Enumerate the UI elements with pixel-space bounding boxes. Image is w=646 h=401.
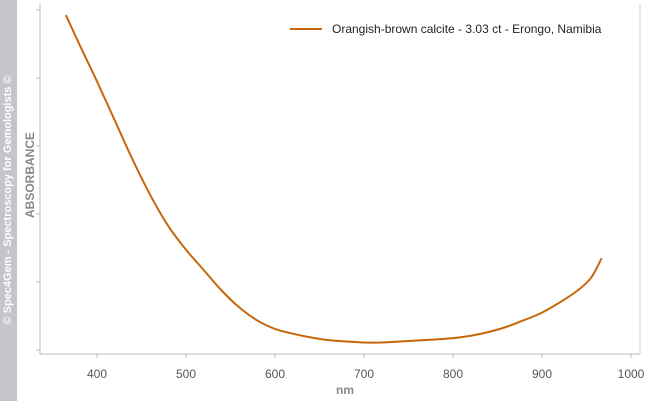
x-tick-label: 800 bbox=[443, 367, 463, 381]
y-axis-title: ABSORBANCE bbox=[23, 132, 37, 218]
legend-label: Orangish-brown calcite - 3.03 ct - Erong… bbox=[332, 22, 602, 36]
x-tick-label: 500 bbox=[176, 367, 196, 381]
y-ticks bbox=[36, 9, 40, 351]
x-ticks: 400 500 600 700 800 900 1000 bbox=[87, 354, 645, 381]
series-layer bbox=[64, 14, 603, 344]
series-line bbox=[64, 14, 603, 344]
x-tick-label: 1000 bbox=[618, 367, 645, 381]
chart-axes bbox=[39, 4, 641, 355]
x-tick-label: 600 bbox=[265, 367, 285, 381]
x-axis-title: nm bbox=[336, 383, 354, 397]
x-tick-label: 900 bbox=[532, 367, 552, 381]
legend: Orangish-brown calcite - 3.03 ct - Erong… bbox=[290, 22, 602, 36]
watermark-sidebar: © Spec4Gem - Spectroscopy for Gemologist… bbox=[0, 0, 17, 401]
x-tick-label: 400 bbox=[87, 367, 107, 381]
x-tick-label: 700 bbox=[354, 367, 374, 381]
